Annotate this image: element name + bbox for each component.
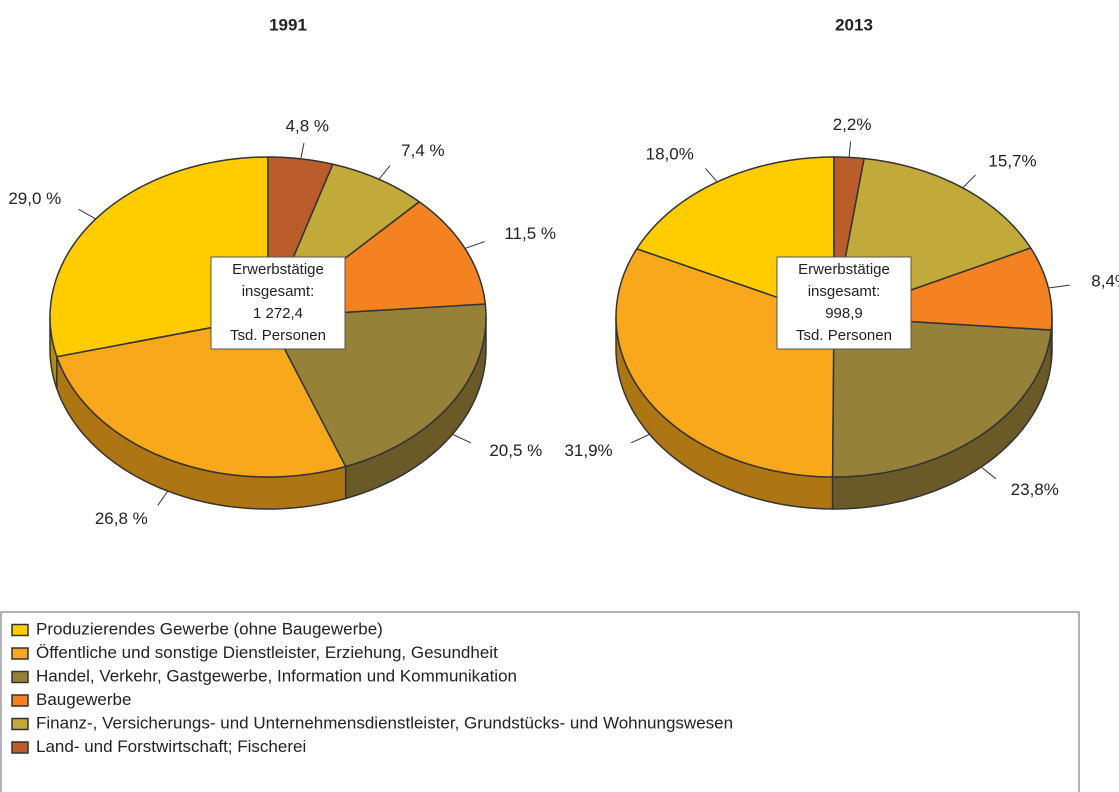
- legend-label: Produzierendes Gewerbe (ohne Baugewerbe): [36, 619, 383, 638]
- legend-label: Finanz-, Versicherungs- und Unternehmens…: [36, 713, 733, 732]
- leader-line: [157, 490, 169, 506]
- center-label: Erwerbstätige: [232, 261, 324, 278]
- center-label: 998,9: [825, 305, 863, 322]
- data-label: 31,9%: [564, 441, 612, 460]
- legend-swatch: [11, 647, 29, 660]
- legend-label: Öffentliche und sonstige Dienstleister, …: [36, 643, 498, 662]
- legend-label: Land- und Forstwirtschaft; Fischerei: [36, 737, 306, 756]
- center-box: Erwerbstätige insgesamt: 1 272,4 Tsd. Perso…: [210, 256, 346, 350]
- leader-line: [78, 208, 96, 220]
- legend-swatch: [11, 623, 29, 637]
- data-label: 20,5 %: [489, 441, 542, 460]
- data-label: 15,7%: [988, 152, 1036, 171]
- leader-line: [705, 168, 718, 183]
- leader-line: [452, 433, 472, 444]
- leader-line: [464, 241, 485, 249]
- legend-swatch: [11, 670, 29, 684]
- slice: [55, 316, 347, 478]
- data-label: 11,5 %: [504, 224, 556, 243]
- data-label: 8,4%: [1091, 272, 1119, 291]
- legend-label: Baugewerbe: [36, 690, 131, 709]
- data-label: 26,8 %: [95, 509, 148, 528]
- center-label: Erwerbstätige: [798, 261, 890, 278]
- legend-swatch: [11, 717, 29, 731]
- data-label: 2,2%: [833, 115, 872, 134]
- data-label: 4,8 %: [286, 117, 329, 136]
- legend-label: Handel, Verkehr, Gastgewerbe, Informatio…: [36, 666, 517, 685]
- center-box: Erwerbstätige insgesamt: 998,9 Tsd. Persone…: [776, 256, 912, 350]
- center-label: insgesamt:: [242, 283, 315, 300]
- center-box-frame: [776, 256, 912, 350]
- data-label: 18,0%: [646, 144, 694, 163]
- data-label: 23,8%: [1011, 480, 1059, 499]
- leader-line: [300, 142, 305, 159]
- leader-line: [962, 174, 976, 189]
- center-label: Tsd. Personen: [796, 327, 892, 344]
- center-label: insgesamt:: [808, 283, 881, 300]
- leader-line: [630, 433, 650, 444]
- leader-line: [378, 165, 391, 180]
- slice: [831, 316, 1053, 478]
- legend-box: [0, 611, 1080, 792]
- leader-line: [848, 141, 852, 158]
- data-label: 29,0 %: [8, 189, 61, 208]
- legend-swatch: [11, 741, 29, 754]
- center-label: 1 272,4: [253, 305, 303, 322]
- pie-title: 1991: [269, 15, 307, 34]
- data-label: 7,4 %: [401, 141, 444, 160]
- center-label: Tsd. Personen: [230, 327, 326, 344]
- pie-title: 2013: [835, 15, 873, 34]
- center-box-frame: [210, 256, 346, 350]
- leader-line: [1048, 284, 1070, 289]
- leader-line: [980, 466, 997, 480]
- legend-swatch: [11, 694, 29, 707]
